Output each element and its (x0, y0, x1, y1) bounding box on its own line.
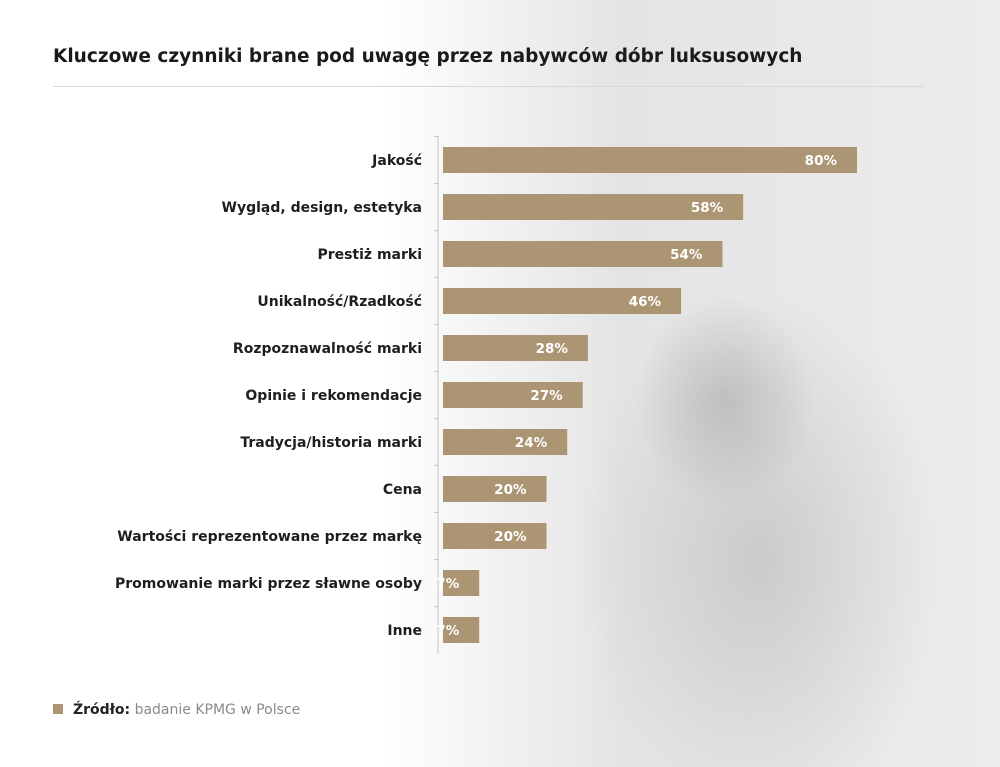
bar (443, 241, 723, 267)
category-label: Cena (383, 482, 422, 498)
category-label: Prestiż marki (317, 247, 422, 263)
category-label: Unikalność/Rzadkość (257, 294, 422, 310)
bar (443, 476, 547, 502)
value-label: 24% (515, 435, 548, 451)
bar (443, 570, 480, 596)
category-label: Jakość (371, 153, 422, 169)
category-label: Rozpoznawalność marki (233, 341, 422, 357)
title-divider (53, 86, 923, 87)
bar (443, 429, 568, 455)
category-label: Promowanie marki przez sławne osoby (115, 576, 422, 592)
value-label: 7% (436, 576, 459, 592)
bar (443, 523, 547, 549)
category-label: Inne (387, 623, 422, 639)
category-label: Tradycja/historia marki (240, 435, 422, 451)
value-label: 20% (494, 529, 527, 545)
value-label: 58% (691, 200, 724, 216)
value-label: 28% (536, 341, 569, 357)
bar (443, 382, 583, 408)
bar (443, 194, 744, 220)
source-label: Źródło: (73, 702, 131, 718)
value-label: 20% (494, 482, 527, 498)
value-label: 46% (629, 294, 662, 310)
value-label: 54% (670, 247, 703, 263)
value-label: 27% (530, 388, 563, 404)
value-label: 80% (805, 153, 838, 169)
bar (443, 147, 857, 173)
category-label: Wygląd, design, estetyka (222, 200, 422, 216)
source-text: badanie KPMG w Polsce (134, 702, 301, 718)
value-label: 7% (436, 623, 459, 639)
category-label: Wartości reprezentowane przez markę (117, 529, 422, 545)
source-marker (53, 704, 63, 714)
category-label: Opinie i rekomendacje (245, 388, 422, 404)
chart-title: Kluczowe czynniki brane pod uwagę przez … (53, 46, 803, 67)
bar (443, 335, 588, 361)
source-note: Źródło: badanie KPMG w Polsce (53, 702, 300, 718)
bar (443, 288, 682, 314)
bar (443, 617, 480, 643)
